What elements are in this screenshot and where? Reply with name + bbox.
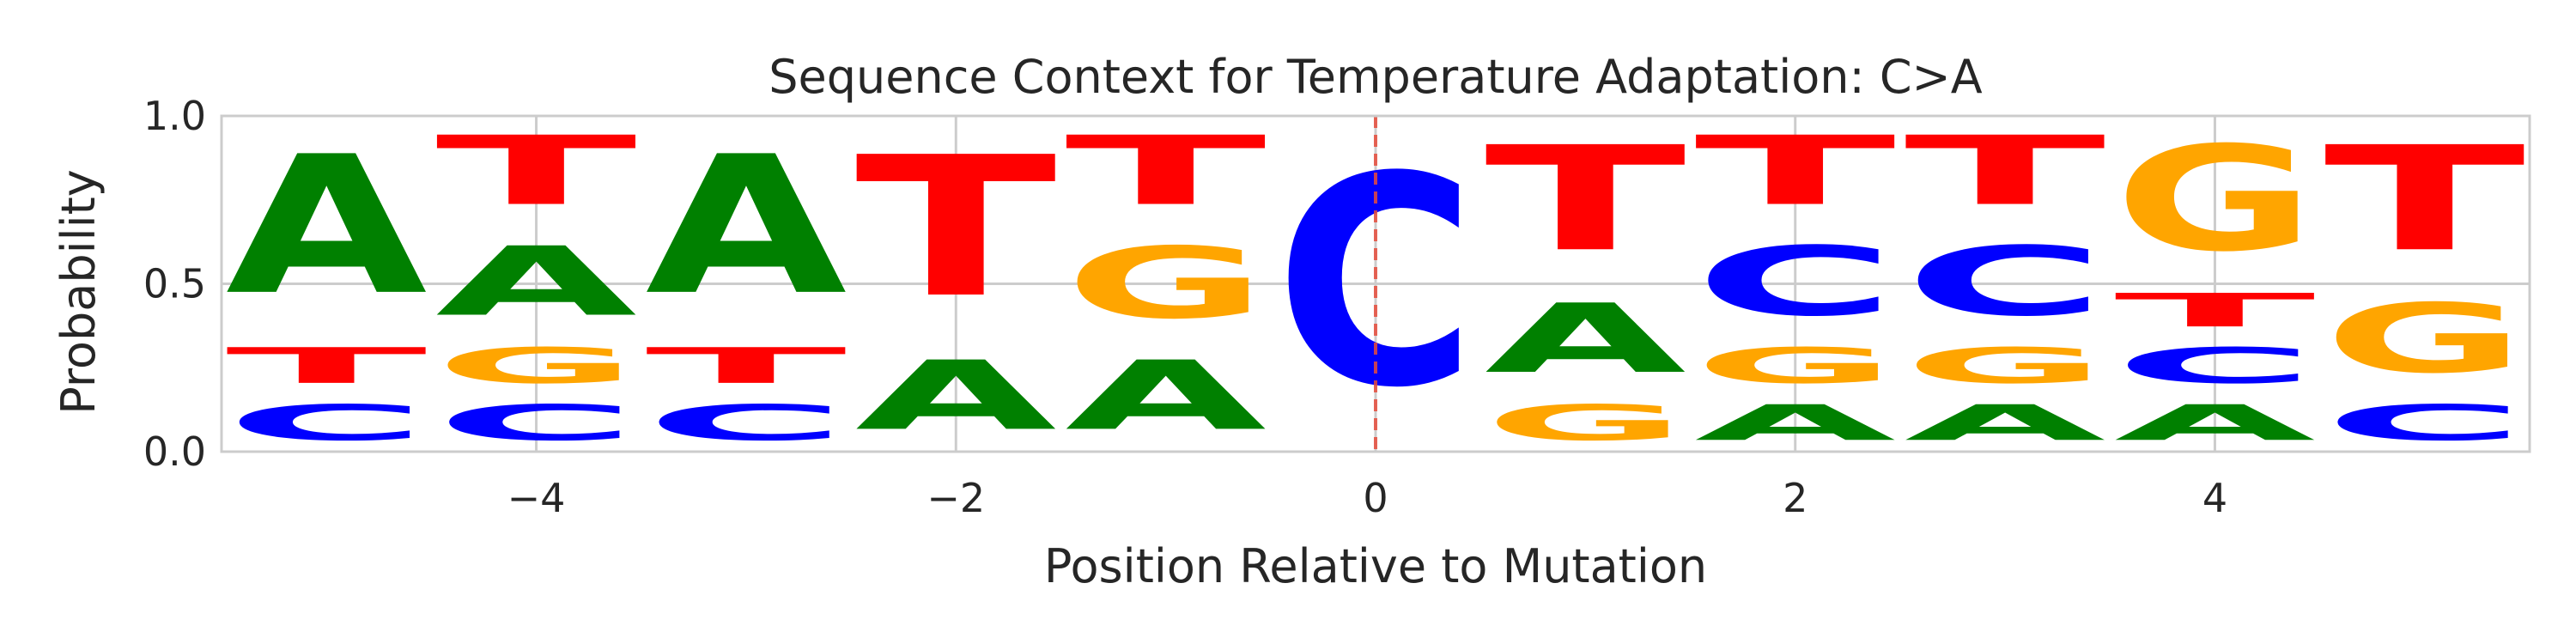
logo-letter-C: C [1694, 227, 1896, 337]
y-axis-label: Probability [52, 169, 106, 414]
x-tick-labels: −4 −2 0 2 4 [507, 475, 2227, 521]
chart-title: Sequence Context for Temperature Adaptat… [769, 50, 1983, 104]
logo-letter-G: G [1485, 394, 1686, 451]
logo-letter-A: A [1485, 283, 1686, 394]
logo-letter-G: G [2114, 116, 2316, 283]
logo-letter-A: A [1065, 341, 1267, 452]
logo-letter-A: A [646, 116, 849, 337]
logo-letter-C: C [1905, 227, 2106, 337]
y-tick-label: 0.5 [143, 261, 206, 307]
logo-letter-G: G [2324, 284, 2526, 395]
logo-letter-C: C [646, 395, 848, 452]
logo-letter-G: G [1065, 227, 1267, 341]
logo-letter-C: C [226, 395, 428, 452]
logo-letter-T: T [1065, 116, 1267, 227]
logo-letter-T: T [226, 337, 428, 394]
x-axis-label: Position Relative to Mutation [1044, 539, 1707, 593]
logo-letter-G: G [1694, 337, 1896, 394]
logo-letter-T: T [1485, 116, 1687, 283]
logo-letter-A: A [855, 341, 1057, 452]
logo-letter-A: A [2114, 395, 2316, 452]
x-tick-label: −2 [927, 475, 985, 521]
x-tick-label: 0 [1363, 475, 1388, 521]
x-tick-label: 4 [2202, 475, 2227, 521]
x-tick-label: 2 [1783, 475, 1807, 521]
y-tick-label: 1.0 [143, 93, 206, 139]
logo-letter-T: T [435, 116, 637, 227]
logo-letter-A: A [435, 227, 637, 337]
logo-letter-A: A [1905, 395, 2106, 452]
logo-letter-C: C [435, 395, 637, 452]
logo-letter-T: T [2324, 116, 2527, 283]
logo-letter-A: A [1694, 395, 1896, 452]
logo-letter-G: G [435, 337, 637, 394]
y-tick-label: 0.0 [143, 428, 206, 475]
y-tick-labels: 0.0 0.5 1.0 [143, 93, 206, 475]
logo-letter-C: C [1275, 116, 1477, 451]
logo-letter-G: G [1905, 337, 2106, 394]
logo-letter-A: A [226, 116, 429, 337]
logo-letter-T: T [1694, 116, 1896, 227]
logo-letter-T: T [855, 115, 1058, 340]
plot-frame [220, 114, 2531, 453]
logo-letter-T: T [646, 337, 848, 394]
logo-letter-T: T [2114, 284, 2316, 337]
logo-letter-T: T [1905, 116, 2106, 227]
x-tick-label: −4 [507, 475, 566, 521]
logo-letter-C: C [2114, 337, 2316, 394]
logo-letter-C: C [2324, 395, 2526, 452]
